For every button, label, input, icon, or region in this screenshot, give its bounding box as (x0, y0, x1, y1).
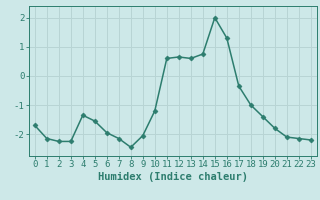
X-axis label: Humidex (Indice chaleur): Humidex (Indice chaleur) (98, 172, 248, 182)
